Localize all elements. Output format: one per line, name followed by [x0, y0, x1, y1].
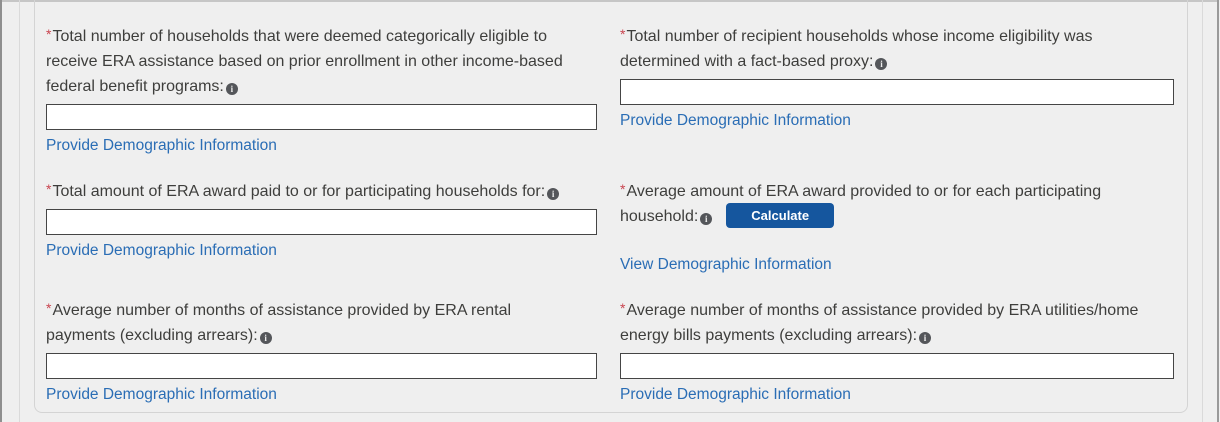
- info-icon[interactable]: i: [259, 332, 272, 344]
- info-icon[interactable]: i: [875, 58, 888, 70]
- info-icon[interactable]: i: [700, 213, 713, 225]
- era-report-form: *Total number of households that were de…: [46, 0, 1174, 404]
- right-edge-border: [1217, 0, 1219, 422]
- provide-demographics-link[interactable]: Provide Demographic Information: [46, 137, 277, 154]
- required-asterisk: *: [46, 300, 52, 316]
- provide-demographics-link[interactable]: Provide Demographic Information: [46, 242, 277, 259]
- field-label-text: Average number of months of assistance p…: [620, 302, 1139, 344]
- field-label: *Average amount of ERA award provided to…: [620, 179, 1120, 229]
- field-avg-months-utilities: *Average number of months of assistance …: [620, 298, 1174, 404]
- provide-demographics-link[interactable]: Provide Demographic Information: [620, 112, 851, 129]
- required-asterisk: *: [46, 26, 52, 42]
- field-label-text: Average amount of ERA award provided to …: [620, 183, 1102, 225]
- info-icon[interactable]: i: [919, 332, 932, 344]
- provide-demographics-link[interactable]: Provide Demographic Information: [46, 386, 277, 403]
- field-label: *Total amount of ERA award paid to or fo…: [46, 179, 597, 204]
- provide-demographics-link[interactable]: Provide Demographic Information: [620, 386, 851, 403]
- view-demographics-link[interactable]: View Demographic Information: [620, 256, 832, 273]
- field-label-text: Total number of recipient households who…: [620, 28, 1093, 70]
- info-icon[interactable]: i: [225, 83, 238, 95]
- field-total-era-award: *Total amount of ERA award paid to or fo…: [46, 179, 597, 260]
- total-era-award-input[interactable]: [46, 209, 597, 235]
- top-divider: [2, 0, 1218, 2]
- field-label: *Total number of households that were de…: [46, 24, 597, 99]
- field-label-text: Total number of households that were dee…: [46, 28, 563, 95]
- field-label-text: Total amount of ERA award paid to or for…: [52, 183, 546, 200]
- form-panel: [34, 0, 1188, 413]
- required-asterisk: *: [620, 181, 626, 197]
- left-edge-border: [0, 0, 2, 422]
- left-inner-border: [19, 0, 20, 422]
- right-inner-border: [1202, 0, 1203, 422]
- info-icon[interactable]: i: [547, 188, 560, 200]
- required-asterisk: *: [46, 181, 52, 197]
- field-label: *Average number of months of assistance …: [620, 298, 1150, 348]
- field-categorically-eligible: *Total number of households that were de…: [46, 24, 597, 155]
- field-fact-based-proxy: *Total number of recipient households wh…: [620, 24, 1174, 130]
- avg-months-rental-input[interactable]: [46, 353, 597, 379]
- field-label-text: Average number of months of assistance p…: [46, 302, 512, 344]
- required-asterisk: *: [620, 26, 626, 42]
- field-avg-months-rental: *Average number of months of assistance …: [46, 298, 597, 404]
- fact-based-proxy-input[interactable]: [620, 79, 1174, 105]
- calculate-button[interactable]: Calculate: [726, 202, 835, 228]
- avg-months-utilities-input[interactable]: [620, 353, 1174, 379]
- field-average-era-award: *Average amount of ERA award provided to…: [620, 179, 1174, 274]
- categorically-eligible-input[interactable]: [46, 104, 597, 130]
- field-label: *Average number of months of assistance …: [46, 298, 526, 348]
- required-asterisk: *: [620, 300, 626, 316]
- field-label: *Total number of recipient households wh…: [620, 24, 1174, 74]
